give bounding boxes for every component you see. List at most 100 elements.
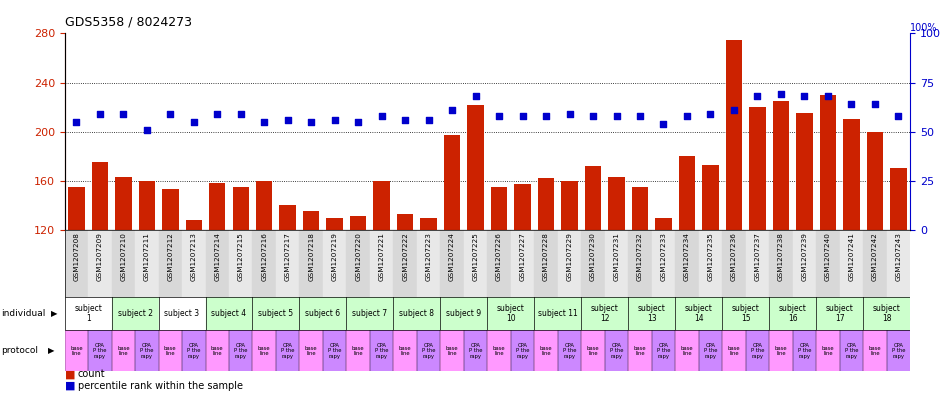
- Text: base
line: base line: [680, 345, 694, 356]
- Text: GSM1207210: GSM1207210: [121, 232, 126, 281]
- Text: percentile rank within the sample: percentile rank within the sample: [78, 381, 243, 391]
- Point: [445, 107, 460, 113]
- Bar: [467, 105, 484, 230]
- Text: CPA
P the
rapy: CPA P the rapy: [610, 343, 623, 359]
- Text: GSM1207226: GSM1207226: [496, 232, 503, 281]
- Text: subject
1: subject 1: [74, 304, 102, 323]
- Text: GSM1207240: GSM1207240: [825, 232, 831, 281]
- Bar: [159, 297, 205, 330]
- Text: GSM1207225: GSM1207225: [472, 232, 479, 281]
- Bar: [65, 230, 88, 297]
- Text: base
line: base line: [305, 345, 317, 356]
- Bar: [185, 220, 202, 230]
- Text: CPA
P the
rapy: CPA P the rapy: [93, 343, 106, 359]
- Bar: [182, 330, 205, 371]
- Bar: [441, 297, 487, 330]
- Bar: [115, 177, 131, 230]
- Bar: [323, 230, 347, 297]
- Text: base
line: base line: [822, 345, 834, 356]
- Bar: [816, 330, 840, 371]
- Text: base
line: base line: [446, 345, 459, 356]
- Bar: [205, 330, 229, 371]
- Text: GSM1207237: GSM1207237: [754, 232, 760, 281]
- Bar: [65, 297, 111, 330]
- Bar: [303, 211, 319, 230]
- Bar: [632, 187, 648, 230]
- Text: GSM1207243: GSM1207243: [895, 232, 902, 281]
- Bar: [840, 330, 864, 371]
- Text: count: count: [78, 369, 105, 379]
- Point: [797, 93, 812, 99]
- Text: subject 4: subject 4: [212, 309, 247, 318]
- Bar: [746, 330, 770, 371]
- Point: [891, 113, 906, 119]
- Text: GSM1207239: GSM1207239: [802, 232, 808, 281]
- Text: GSM1207236: GSM1207236: [731, 232, 737, 281]
- Text: CPA
P the
rapy: CPA P the rapy: [422, 343, 435, 359]
- Bar: [652, 330, 675, 371]
- Bar: [88, 230, 111, 297]
- Bar: [534, 230, 558, 297]
- Text: GSM1207224: GSM1207224: [449, 232, 455, 281]
- Bar: [605, 330, 628, 371]
- Point: [162, 111, 178, 117]
- Bar: [628, 297, 675, 330]
- Bar: [347, 297, 393, 330]
- Bar: [91, 162, 108, 230]
- Text: GSM1207219: GSM1207219: [332, 232, 337, 281]
- Text: GSM1207230: GSM1207230: [590, 232, 596, 281]
- Text: ■: ■: [65, 369, 75, 379]
- Point: [844, 101, 859, 107]
- Text: subject 8: subject 8: [399, 309, 434, 318]
- Text: subject
16: subject 16: [779, 304, 807, 323]
- Bar: [770, 330, 792, 371]
- Bar: [491, 187, 507, 230]
- Bar: [162, 189, 179, 230]
- Text: GDS5358 / 8024273: GDS5358 / 8024273: [65, 16, 192, 29]
- Bar: [726, 40, 742, 230]
- Bar: [864, 230, 886, 297]
- Text: individual: individual: [1, 309, 46, 318]
- Bar: [678, 156, 695, 230]
- Bar: [770, 230, 792, 297]
- Bar: [159, 330, 182, 371]
- Text: GSM1207223: GSM1207223: [426, 232, 431, 281]
- Text: GSM1207228: GSM1207228: [543, 232, 549, 281]
- Text: CPA
P the
rapy: CPA P the rapy: [704, 343, 717, 359]
- Text: CPA
P the
rapy: CPA P the rapy: [469, 343, 483, 359]
- Text: GSM1207208: GSM1207208: [73, 232, 80, 281]
- Bar: [350, 217, 367, 230]
- Bar: [605, 230, 628, 297]
- Bar: [750, 107, 766, 230]
- Text: base
line: base line: [634, 345, 646, 356]
- Bar: [558, 230, 581, 297]
- Text: GSM1207231: GSM1207231: [614, 232, 619, 281]
- Text: GSM1207211: GSM1207211: [143, 232, 150, 281]
- Bar: [820, 95, 836, 230]
- Bar: [698, 230, 722, 297]
- Bar: [417, 230, 441, 297]
- Bar: [770, 297, 816, 330]
- Text: GSM1207213: GSM1207213: [191, 232, 197, 281]
- Bar: [256, 181, 273, 230]
- Bar: [135, 230, 159, 297]
- Text: subject
17: subject 17: [826, 304, 854, 323]
- Bar: [111, 330, 135, 371]
- Text: GSM1207232: GSM1207232: [637, 232, 643, 281]
- Text: CPA
P the
rapy: CPA P the rapy: [187, 343, 200, 359]
- Text: CPA
P the
rapy: CPA P the rapy: [562, 343, 577, 359]
- Text: subject 3: subject 3: [164, 309, 200, 318]
- Point: [491, 113, 506, 119]
- Bar: [722, 230, 746, 297]
- Bar: [581, 330, 605, 371]
- Bar: [417, 330, 441, 371]
- Bar: [464, 230, 487, 297]
- Text: GSM1207217: GSM1207217: [285, 232, 291, 281]
- Bar: [722, 297, 770, 330]
- Text: GSM1207235: GSM1207235: [708, 232, 713, 281]
- Text: ■: ■: [65, 381, 75, 391]
- Bar: [561, 181, 578, 230]
- Bar: [511, 230, 534, 297]
- Bar: [421, 218, 437, 230]
- Bar: [373, 181, 390, 230]
